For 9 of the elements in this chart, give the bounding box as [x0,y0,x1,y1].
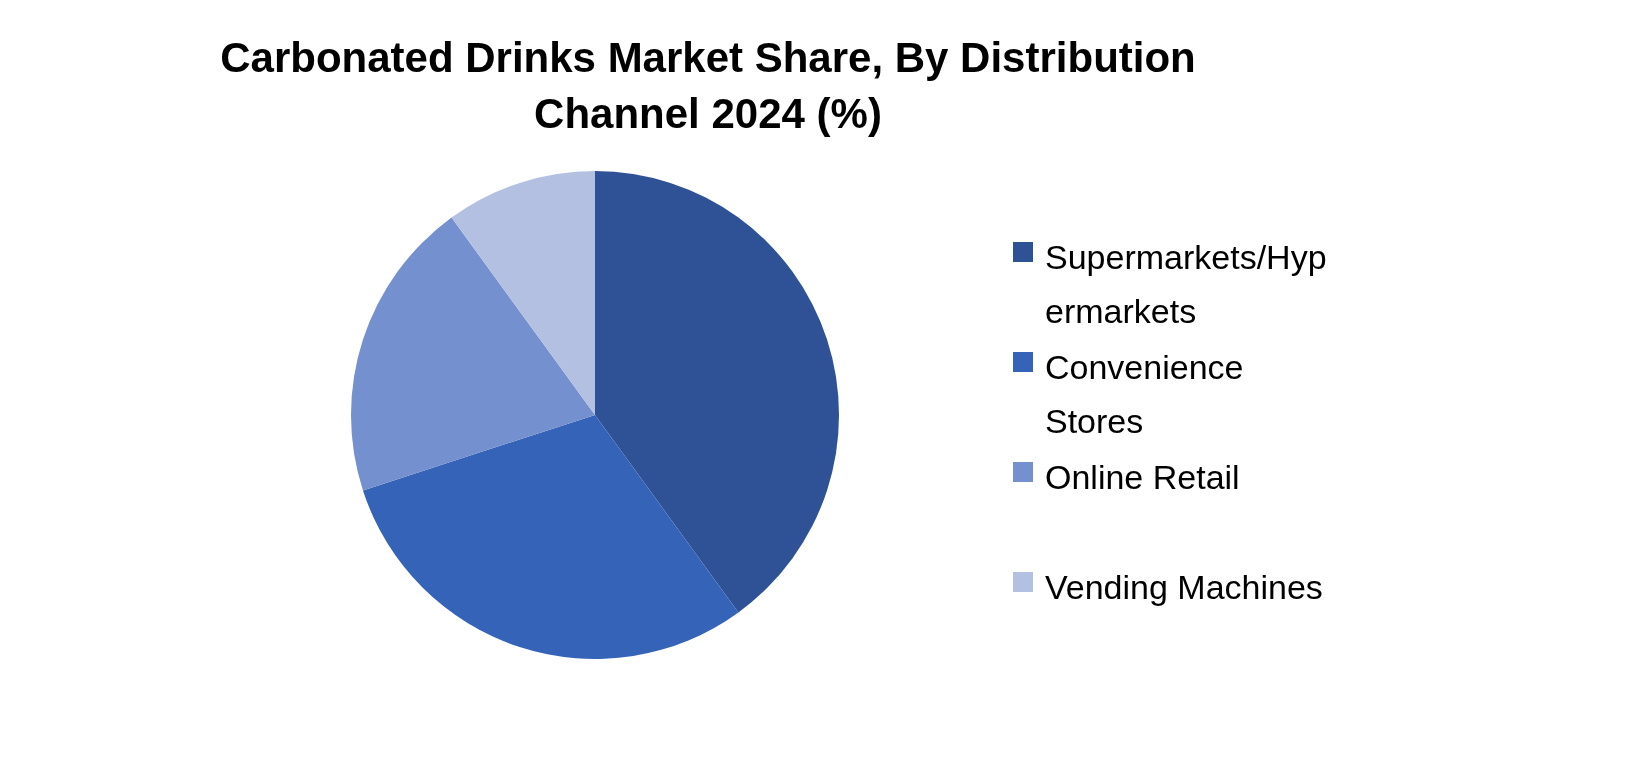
legend-label: Supermarkets/Hypermarkets [1045,237,1328,332]
legend-label: Vending Machines [1045,567,1324,608]
chart-title: Carbonated Drinks Market Share, By Distribution Channel 2024 (%) [219,33,1197,139]
pie-slice [362,415,739,659]
pie-slice [595,171,839,613]
legend-label: Convenience Stores [1045,347,1245,442]
pie-slice [351,217,595,491]
pie-slice [451,171,595,415]
legend-label: Online Retail [1045,457,1241,498]
